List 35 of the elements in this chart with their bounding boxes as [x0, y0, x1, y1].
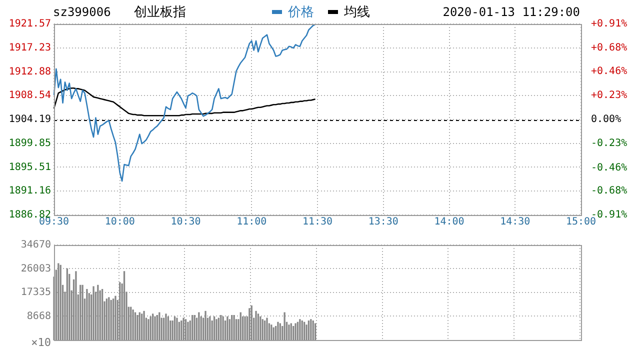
chart-title: 创业板指	[134, 4, 186, 21]
y-tick-label: 17335	[20, 287, 51, 298]
legend-label: 均线	[344, 5, 370, 20]
y-tick-label: 8668	[26, 310, 51, 322]
x-tick-label: 15:00	[566, 216, 596, 228]
x-tick-label: 09:30	[38, 216, 70, 228]
y-tick-label: 34670	[20, 240, 51, 251]
y-tick-label: 1904.19	[8, 114, 51, 126]
y-tick-label: 1891.16	[8, 186, 51, 197]
x-tick-label: 10:00	[104, 216, 135, 228]
x-tick-label: 10:30	[170, 216, 201, 228]
y2-tick-label: +0.46%	[591, 66, 628, 77]
x-tick-label: 13:30	[368, 216, 398, 228]
y2-tick-label: -0.23%	[591, 138, 628, 150]
y2-tick-label: -0.68%	[591, 185, 628, 196]
y-tick-label: 1899.85	[8, 138, 51, 149]
y-tick-label: 1912.88	[8, 66, 51, 78]
legend-label: 价格	[288, 5, 314, 20]
y-tick-label: 1917.23	[8, 42, 51, 54]
text: ×10	[31, 336, 51, 349]
y-tick-label: 26003	[20, 263, 51, 274]
chart-subtitle: sz399006	[53, 5, 111, 19]
x-tick-label: 11:30	[302, 216, 333, 228]
x-tick-label: 11:00	[236, 216, 267, 228]
y-tick-label: 1895.51	[8, 162, 51, 173]
x-tick-label: 14:30	[500, 216, 530, 228]
y2-tick-label: -0.46%	[591, 162, 628, 174]
y2-tick-label: +0.91%	[591, 18, 628, 30]
x-tick-label: 14:00	[434, 216, 464, 228]
text: 2020-01-13 11:29:00	[442, 5, 580, 19]
y2-tick-label: 0.00%	[591, 114, 622, 126]
y2-tick-label: +0.68%	[591, 42, 628, 54]
y-tick-label: 1921.57	[8, 18, 51, 30]
y-tick-label: 1908.54	[8, 90, 51, 102]
y2-tick-label: +0.23%	[591, 90, 628, 101]
